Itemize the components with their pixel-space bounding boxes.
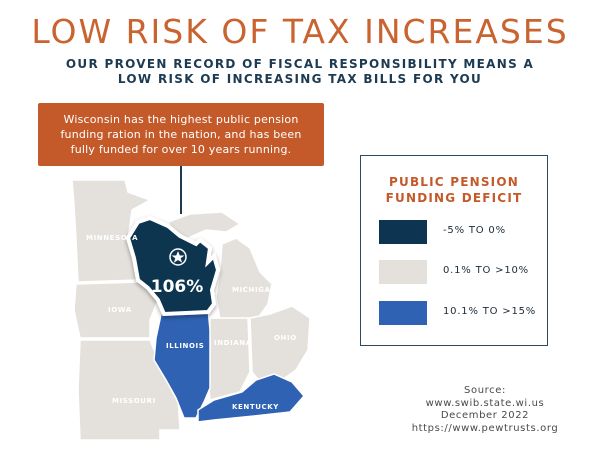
state-kentucky <box>197 373 305 423</box>
state-indiana <box>207 317 251 401</box>
state-wisconsin <box>125 215 221 317</box>
legend-title: PUBLIC PENSION FUNDING DEFICIT <box>361 174 547 206</box>
legend-swatch-neutral <box>379 260 427 284</box>
subtitle-line-1: OUR PROVEN RECORD OF FISCAL RESPONSIBILI… <box>65 57 535 71</box>
map-legend: PUBLIC PENSION FUNDING DEFICIT -5% TO 0%… <box>360 155 548 346</box>
state-ohio <box>249 305 311 385</box>
source-url-pew[interactable]: https://www.pewtrusts.org <box>411 422 559 434</box>
label-minnesota: MINNESOTA <box>86 234 138 242</box>
source-url-swib[interactable]: www.swib.state.wi.us <box>425 397 545 409</box>
label-missouri: MISSOURI <box>112 397 156 405</box>
legend-item-navy: -5% TO 0% <box>379 220 539 244</box>
callout-line-2: funding ration in the nation, and has be… <box>60 128 302 141</box>
legend-title-line-1: PUBLIC PENSION <box>389 175 519 189</box>
source-date: December 2022 <box>440 410 530 421</box>
label-ohio: OHIO <box>274 334 297 342</box>
legend-item-neutral: 0.1% TO >10% <box>379 260 539 284</box>
legend-swatch-blue <box>379 301 427 325</box>
legend-swatch-navy <box>379 220 427 244</box>
wisconsin-callout: Wisconsin has the highest public pension… <box>38 103 324 166</box>
page-subtitle: OUR PROVEN RECORD OF FISCAL RESPONSIBILI… <box>60 57 540 87</box>
subtitle-line-2: LOW RISK OF INCREASING TAX BILLS FOR YOU <box>117 72 483 86</box>
page-title: LOW RISK OF TAX INCREASES <box>31 12 569 51</box>
state-illinois <box>153 307 211 419</box>
legend-label-navy: -5% TO 0% <box>443 225 506 236</box>
source-note: Source: www.swib.state.wi.us December 20… <box>405 385 565 435</box>
midwest-map: 106% MINNESOTA MICHIGAN IOWA ILLINOIS IN… <box>71 179 311 441</box>
legend-label-neutral: 0.1% TO >10% <box>443 265 529 276</box>
state-michigan-lower <box>215 237 273 321</box>
legend-label-blue: 10.1% TO >15% <box>443 306 537 317</box>
legend-item-blue: 10.1% TO >15% <box>379 301 539 325</box>
callout-pointer <box>180 166 182 214</box>
label-michigan: MICHIGAN <box>232 286 277 294</box>
label-indiana: INDIANA <box>214 339 252 347</box>
star-icon <box>169 248 187 266</box>
label-iowa: IOWA <box>108 306 132 314</box>
callout-line-3: fully funded for over 10 years running. <box>70 143 292 156</box>
label-kentucky: KENTUCKY <box>232 403 279 411</box>
source-label: Source: <box>464 385 506 396</box>
label-illinois: ILLINOIS <box>166 342 204 350</box>
callout-line-1: Wisconsin has the highest public pension <box>63 113 299 126</box>
wisconsin-value: 106% <box>151 277 204 297</box>
legend-title-line-2: FUNDING DEFICIT <box>385 191 523 205</box>
